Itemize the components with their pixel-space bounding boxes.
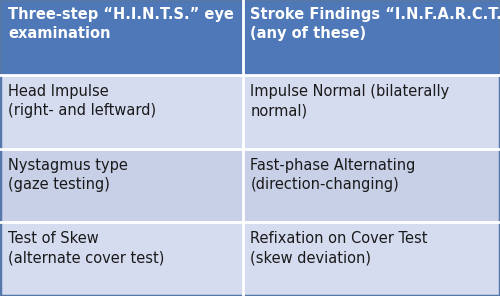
Bar — [0, 0, 242, 75]
Text: Head Impulse
(right- and leftward): Head Impulse (right- and leftward) — [8, 84, 156, 118]
Text: Nystagmus type
(gaze testing): Nystagmus type (gaze testing) — [8, 158, 128, 192]
Text: Test of Skew
(alternate cover test): Test of Skew (alternate cover test) — [8, 231, 164, 266]
Bar — [0, 222, 242, 296]
Bar — [242, 75, 500, 149]
Bar — [242, 149, 500, 222]
Text: Fast-phase Alternating
(direction-changing): Fast-phase Alternating (direction-changi… — [250, 158, 416, 192]
Bar — [242, 0, 500, 75]
Text: Stroke Findings “I.N.F.A.R.C.T.”
(any of these): Stroke Findings “I.N.F.A.R.C.T.” (any of… — [250, 7, 500, 41]
Bar — [242, 222, 500, 296]
Text: Refixation on Cover Test
(skew deviation): Refixation on Cover Test (skew deviation… — [250, 231, 428, 266]
Text: Three-step “H.I.N.T.S.” eye
examination: Three-step “H.I.N.T.S.” eye examination — [8, 7, 234, 41]
Text: Impulse Normal (bilaterally
normal): Impulse Normal (bilaterally normal) — [250, 84, 450, 118]
Bar — [0, 75, 242, 149]
Bar — [0, 149, 242, 222]
